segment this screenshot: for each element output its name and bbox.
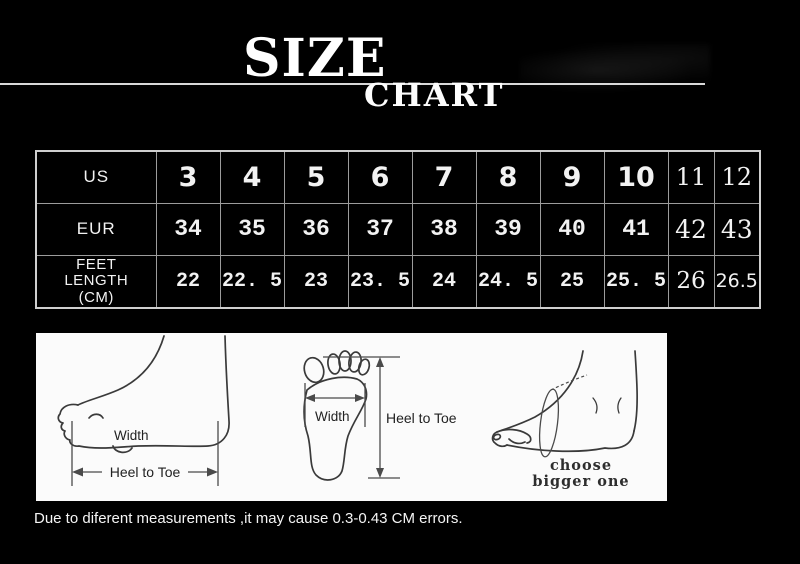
foot-girth-outline bbox=[491, 350, 638, 453]
feet-cell: 26.5 bbox=[713, 254, 761, 309]
us-cell: 7 bbox=[411, 150, 477, 204]
us-cell: 8 bbox=[475, 150, 541, 204]
feet-cell: 26 bbox=[667, 254, 715, 309]
feet-cell: 24. 5 bbox=[475, 254, 541, 309]
us-cell: 11 bbox=[667, 150, 715, 204]
eur-cell: 41 bbox=[603, 202, 669, 256]
row-label-us: US bbox=[35, 150, 157, 204]
us-cell: 3 bbox=[155, 150, 221, 204]
us-cell: 9 bbox=[539, 150, 605, 204]
arrowhead-left bbox=[72, 467, 83, 477]
feet-cell: 22 bbox=[155, 254, 221, 309]
feet-cell: 23. 5 bbox=[347, 254, 413, 309]
sole-arrowheads bbox=[305, 357, 384, 478]
us-cell: 12 bbox=[713, 150, 761, 204]
feet-cell: 22. 5 bbox=[219, 254, 285, 309]
us-cell: 10 bbox=[603, 150, 669, 204]
title-size: SIZE bbox=[243, 28, 387, 89]
side-width-label: Width bbox=[114, 428, 149, 443]
foot-girth-diagram: choose bigger one bbox=[491, 350, 638, 490]
table-row-feet-length: FEET LENGTH (CM) 22 22. 5 23 23. 5 24 24… bbox=[35, 254, 761, 309]
eur-cell: 36 bbox=[283, 202, 349, 256]
size-table: US 3 4 5 6 7 8 9 10 11 12 EUR 34 35 36 3… bbox=[35, 150, 761, 309]
girth-dashed-line bbox=[550, 374, 588, 391]
girth-note-line2: bigger one bbox=[532, 473, 629, 490]
row-label-eur: EUR bbox=[35, 202, 157, 256]
feet-cell: 25 bbox=[539, 254, 605, 309]
us-cell: 6 bbox=[347, 150, 413, 204]
foot-sole-outline bbox=[303, 350, 371, 481]
eur-cell: 43 bbox=[713, 202, 761, 256]
table-row-eur: EUR 34 35 36 37 38 39 40 41 42 43 bbox=[35, 202, 761, 256]
arrowhead-right bbox=[207, 467, 218, 477]
eur-cell: 40 bbox=[539, 202, 605, 256]
sole-heel-to-toe-label: Heel to Toe bbox=[386, 410, 457, 426]
feet-cell: 24 bbox=[411, 254, 477, 309]
table-row-us: US 3 4 5 6 7 8 9 10 11 12 bbox=[35, 150, 761, 204]
foot-sole-view-diagram: Width Heel to Toe bbox=[303, 350, 457, 481]
sole-measure-lines bbox=[304, 356, 400, 479]
girth-measure-loop bbox=[538, 388, 560, 458]
measuring-diagrams-panel: Width Heel to Toe bbox=[36, 333, 667, 501]
sole-width-label: Width bbox=[315, 409, 350, 424]
eur-cell: 35 bbox=[219, 202, 285, 256]
measurement-error-footnote: Due to diferent measurements ,it may cau… bbox=[34, 510, 463, 527]
eur-cell: 34 bbox=[155, 202, 221, 256]
eur-cell: 42 bbox=[667, 202, 715, 256]
title-chart: CHART bbox=[364, 76, 505, 114]
us-cell: 4 bbox=[219, 150, 285, 204]
feet-cell: 23 bbox=[283, 254, 349, 309]
foot-side-outline bbox=[57, 335, 230, 454]
eur-cell: 39 bbox=[475, 202, 541, 256]
feet-cell: 25. 5 bbox=[603, 254, 669, 309]
row-label-feet-length: FEET LENGTH (CM) bbox=[35, 254, 157, 309]
girth-note-line1: choose bbox=[550, 457, 612, 474]
side-heel-to-toe-label: Heel to Toe bbox=[110, 464, 181, 480]
us-cell: 5 bbox=[283, 150, 349, 204]
foot-side-view-diagram: Width Heel to Toe bbox=[57, 335, 230, 486]
eur-cell: 37 bbox=[347, 202, 413, 256]
title-divider-line bbox=[0, 83, 705, 85]
eur-cell: 38 bbox=[411, 202, 477, 256]
feet-length-label-text: FEET LENGTH (CM) bbox=[64, 255, 129, 306]
